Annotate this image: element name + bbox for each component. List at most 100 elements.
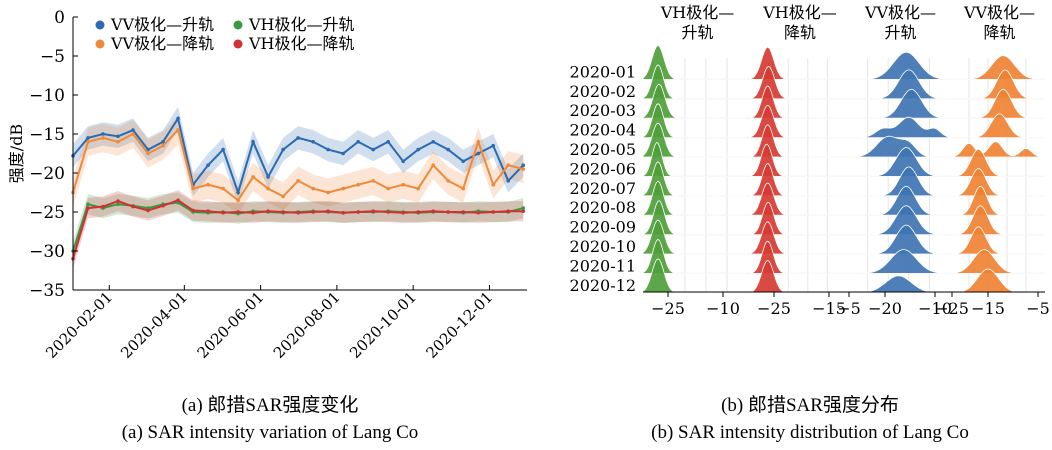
ridge-density	[847, 166, 950, 197]
data-point	[101, 136, 105, 140]
data-point	[86, 206, 90, 210]
data-point	[221, 210, 225, 215]
data-point	[431, 163, 435, 167]
x-tick-label: 2020-10-01	[346, 288, 420, 362]
y-tick-label: −30	[29, 242, 65, 262]
data-point	[521, 163, 526, 167]
month-label: 2020-05	[570, 140, 636, 159]
data-point	[116, 140, 120, 144]
ridgeline-chart-intensity-distribution: 2020-012020-022020-032020-042020-052020-…	[570, 3, 1050, 318]
data-point	[506, 163, 511, 167]
series-band-0	[73, 106, 524, 205]
data-point	[326, 209, 330, 214]
data-point	[506, 209, 511, 214]
month-label: 2020-08	[570, 198, 636, 217]
ridge-density	[847, 224, 950, 255]
data-point	[461, 210, 466, 214]
legend-marker	[233, 39, 243, 49]
data-point	[146, 151, 150, 156]
column-header: 升轨	[884, 23, 916, 42]
month-label: 2020-09	[570, 218, 636, 237]
data-point	[266, 186, 270, 191]
dist-x-tick-label: −5	[1026, 299, 1050, 318]
data-point	[476, 151, 481, 156]
ridge-density	[950, 168, 1045, 197]
ridge-density	[847, 185, 950, 216]
ridge-density	[950, 205, 1045, 235]
dist-x-tick-label: −15	[971, 299, 1005, 318]
data-point	[416, 186, 420, 191]
data-point	[446, 210, 451, 214]
data-point	[521, 209, 526, 214]
data-point	[296, 210, 300, 215]
ridge-density	[642, 258, 748, 294]
data-point	[281, 147, 285, 152]
ridge-density	[748, 66, 847, 100]
data-point	[461, 159, 466, 164]
y-axis-label: 强度/dB	[7, 124, 26, 183]
data-point	[176, 128, 180, 132]
month-label: 2020-10	[570, 237, 636, 256]
month-label: 2020-04	[570, 121, 636, 140]
ridge-density	[748, 163, 847, 197]
legend-marker	[233, 20, 243, 30]
data-point	[86, 140, 90, 144]
ridge-density	[748, 260, 847, 294]
legend-label: VV极化—升轨	[110, 15, 214, 34]
dist-x-tick-label: −15	[812, 299, 846, 318]
x-tick-label: 2020-08-01	[270, 288, 344, 362]
data-point	[296, 136, 300, 140]
data-point	[521, 167, 526, 171]
data-point	[101, 204, 105, 209]
data-point	[281, 194, 285, 199]
y-tick-label: −15	[29, 125, 65, 145]
data-point	[131, 204, 135, 209]
ridge-density	[950, 226, 1045, 255]
data-point	[146, 147, 150, 152]
data-point	[461, 186, 466, 191]
legend-label: VV极化—降轨	[110, 34, 214, 53]
data-point	[191, 208, 195, 213]
ridge-density	[847, 51, 951, 80]
data-point	[251, 175, 255, 179]
ridge-density	[950, 55, 1045, 80]
ridge-density	[847, 135, 950, 158]
ridge-density	[748, 201, 847, 235]
data-point	[86, 136, 90, 140]
data-point	[266, 209, 270, 214]
column-header: 升轨	[681, 23, 713, 42]
column-header: VV极化—	[963, 3, 1035, 22]
data-point	[416, 147, 420, 152]
data-point	[266, 175, 270, 179]
data-point	[491, 182, 496, 187]
data-point	[401, 159, 405, 164]
ridge-density	[748, 221, 847, 255]
data-point	[236, 198, 240, 203]
month-label: 2020-06	[570, 159, 636, 178]
column-header: 降轨	[983, 23, 1015, 42]
data-point	[431, 209, 435, 214]
data-point	[146, 208, 150, 213]
ridge-density	[748, 143, 847, 177]
data-point	[251, 210, 255, 215]
data-point	[281, 210, 285, 214]
data-point	[116, 199, 120, 203]
ridge-density	[748, 124, 847, 158]
data-point	[521, 206, 526, 210]
dist-x-tick-label: −25	[935, 299, 969, 318]
data-point	[161, 203, 165, 208]
data-point	[476, 140, 481, 144]
month-label: 2020-11	[570, 256, 636, 275]
data-point	[116, 202, 120, 206]
ridge-density	[748, 85, 847, 119]
y-tick-label: −5	[40, 47, 65, 67]
data-point	[311, 140, 315, 144]
data-point	[326, 147, 330, 152]
y-tick-label: −20	[29, 164, 65, 184]
data-point	[251, 140, 255, 144]
ridge-density	[847, 116, 951, 138]
dist-x-tick-label: −25	[757, 299, 791, 318]
data-point	[341, 151, 345, 156]
data-point	[206, 163, 210, 167]
month-label: 2020-12	[570, 276, 636, 295]
